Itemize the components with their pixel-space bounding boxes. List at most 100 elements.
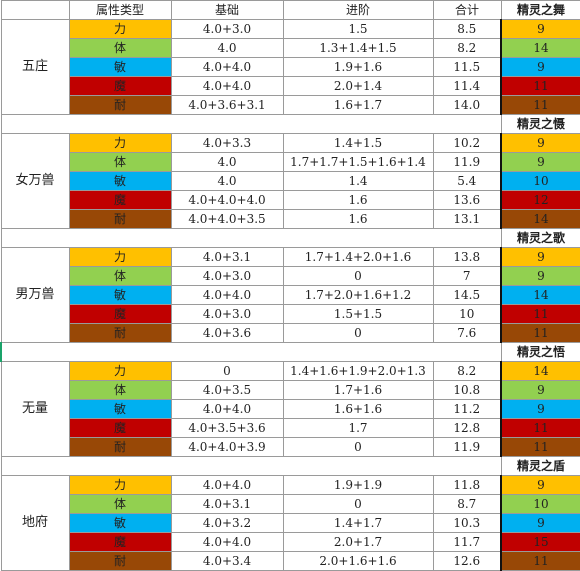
advance-value-cell[interactable]: 1.6+1.7 [282, 95, 434, 115]
advance-value-cell[interactable]: 1.7 [282, 418, 434, 438]
right-value-cell[interactable]: 9 [500, 475, 580, 495]
separator-cell[interactable] [0, 114, 502, 134]
group-name-cell[interactable]: 五庄 [0, 19, 70, 115]
base-value-cell[interactable]: 4.0+3.2 [170, 513, 284, 533]
total-value-cell[interactable]: 8.7 [432, 494, 502, 514]
right-value-cell[interactable]: 11 [500, 304, 580, 324]
right-value-cell[interactable]: 14 [500, 209, 580, 229]
header-type[interactable]: 属性类型 [68, 0, 172, 20]
attribute-type-cell[interactable]: 魔 [68, 190, 172, 210]
advance-value-cell[interactable]: 0 [282, 266, 434, 286]
total-value-cell[interactable]: 8.2 [432, 38, 502, 58]
separator-cell[interactable] [0, 456, 502, 476]
attribute-type-cell[interactable]: 敏 [68, 171, 172, 191]
base-value-cell[interactable]: 4.0+3.0 [170, 266, 284, 286]
total-value-cell[interactable]: 14.0 [432, 95, 502, 115]
total-value-cell[interactable]: 13.6 [432, 190, 502, 210]
advance-value-cell[interactable]: 1.5+1.5 [282, 304, 434, 324]
advance-value-cell[interactable]: 1.5 [282, 19, 434, 39]
total-value-cell[interactable]: 11.9 [432, 437, 502, 457]
right-value-cell[interactable]: 9 [500, 152, 580, 172]
attribute-type-cell[interactable]: 魔 [68, 76, 172, 96]
right-value-cell[interactable]: 11 [500, 437, 580, 457]
header-empty-cell[interactable] [0, 0, 70, 20]
total-value-cell[interactable]: 11.9 [432, 152, 502, 172]
header-base[interactable]: 基础 [170, 0, 284, 20]
attribute-type-cell[interactable]: 体 [68, 494, 172, 514]
attribute-type-cell[interactable]: 体 [68, 380, 172, 400]
group-name-cell[interactable]: 男万兽 [0, 247, 70, 343]
header-advance[interactable]: 进阶 [282, 0, 434, 20]
group-name-cell[interactable]: 地府 [0, 475, 70, 571]
right-value-cell[interactable]: 15 [500, 532, 580, 552]
advance-value-cell[interactable]: 1.7+2.0+1.6+1.2 [282, 285, 434, 305]
right-value-cell[interactable]: 11 [500, 551, 580, 571]
right-value-cell[interactable]: 9 [500, 19, 580, 39]
right-value-cell[interactable]: 10 [500, 494, 580, 514]
total-value-cell[interactable]: 8.5 [432, 19, 502, 39]
total-value-cell[interactable]: 12.6 [432, 551, 502, 571]
base-value-cell[interactable]: 4.0+3.1 [170, 247, 284, 267]
advance-value-cell[interactable]: 1.7+1.6 [282, 380, 434, 400]
advance-value-cell[interactable]: 1.6 [282, 190, 434, 210]
total-value-cell[interactable]: 12.8 [432, 418, 502, 438]
base-value-cell[interactable]: 4.0+4.0+3.5 [170, 209, 284, 229]
total-value-cell[interactable]: 5.4 [432, 171, 502, 191]
right-value-cell[interactable]: 9 [500, 133, 580, 153]
base-value-cell[interactable]: 4.0+3.6+3.1 [170, 95, 284, 115]
base-value-cell[interactable]: 4.0+4.0 [170, 532, 284, 552]
total-value-cell[interactable]: 13.8 [432, 247, 502, 267]
advance-value-cell[interactable]: 1.7+1.4+2.0+1.6 [282, 247, 434, 267]
total-value-cell[interactable]: 10 [432, 304, 502, 324]
total-value-cell[interactable]: 13.1 [432, 209, 502, 229]
right-value-cell[interactable]: 9 [500, 513, 580, 533]
advance-value-cell[interactable]: 1.9+1.9 [282, 475, 434, 495]
advance-value-cell[interactable]: 1.3+1.4+1.5 [282, 38, 434, 58]
attribute-type-cell[interactable]: 力 [68, 475, 172, 495]
total-value-cell[interactable]: 11.8 [432, 475, 502, 495]
attribute-type-cell[interactable]: 魔 [68, 304, 172, 324]
attribute-type-cell[interactable]: 魔 [68, 532, 172, 552]
header-total[interactable]: 合计 [432, 0, 502, 20]
advance-value-cell[interactable]: 1.4+1.5 [282, 133, 434, 153]
total-value-cell[interactable]: 7.6 [432, 323, 502, 343]
base-value-cell[interactable]: 4.0 [170, 152, 284, 172]
advance-value-cell[interactable]: 1.7+1.7+1.5+1.6+1.4 [282, 152, 434, 172]
base-value-cell[interactable]: 4.0+4.0 [170, 399, 284, 419]
right-value-cell[interactable]: 14 [500, 361, 580, 381]
base-value-cell[interactable]: 0 [170, 361, 284, 381]
right-value-cell[interactable]: 11 [500, 323, 580, 343]
total-value-cell[interactable]: 7 [432, 266, 502, 286]
group-name-cell[interactable]: 无量 [0, 361, 70, 457]
base-value-cell[interactable]: 4.0+3.5+3.6 [170, 418, 284, 438]
right-value-cell[interactable]: 9 [500, 380, 580, 400]
base-value-cell[interactable]: 4.0+3.6 [170, 323, 284, 343]
section-title[interactable]: 精灵之悟 [500, 342, 580, 362]
separator-cell[interactable] [0, 228, 502, 248]
attribute-type-cell[interactable]: 耐 [68, 551, 172, 571]
separator-cell[interactable] [0, 342, 502, 362]
base-value-cell[interactable]: 4.0+4.0+4.0 [170, 190, 284, 210]
base-value-cell[interactable]: 4.0 [170, 38, 284, 58]
attribute-type-cell[interactable]: 耐 [68, 437, 172, 457]
advance-value-cell[interactable]: 1.9+1.6 [282, 57, 434, 77]
attribute-type-cell[interactable]: 力 [68, 19, 172, 39]
group-name-cell[interactable]: 女万兽 [0, 133, 70, 229]
right-value-cell[interactable]: 11 [500, 418, 580, 438]
total-value-cell[interactable]: 11.4 [432, 76, 502, 96]
base-value-cell[interactable]: 4.0+3.0 [170, 304, 284, 324]
attribute-type-cell[interactable]: 耐 [68, 95, 172, 115]
total-value-cell[interactable]: 10.8 [432, 380, 502, 400]
total-value-cell[interactable]: 10.2 [432, 133, 502, 153]
attribute-type-cell[interactable]: 敏 [68, 513, 172, 533]
right-value-cell[interactable]: 14 [500, 38, 580, 58]
advance-value-cell[interactable]: 1.4+1.7 [282, 513, 434, 533]
advance-value-cell[interactable]: 1.6+1.6 [282, 399, 434, 419]
advance-value-cell[interactable]: 2.0+1.4 [282, 76, 434, 96]
attribute-type-cell[interactable]: 体 [68, 152, 172, 172]
base-value-cell[interactable]: 4.0+4.0 [170, 57, 284, 77]
advance-value-cell[interactable]: 1.4+1.6+1.9+2.0+1.3 [282, 361, 434, 381]
base-value-cell[interactable]: 4.0+3.0 [170, 19, 284, 39]
base-value-cell[interactable]: 4.0+3.1 [170, 494, 284, 514]
right-value-cell[interactable]: 9 [500, 266, 580, 286]
